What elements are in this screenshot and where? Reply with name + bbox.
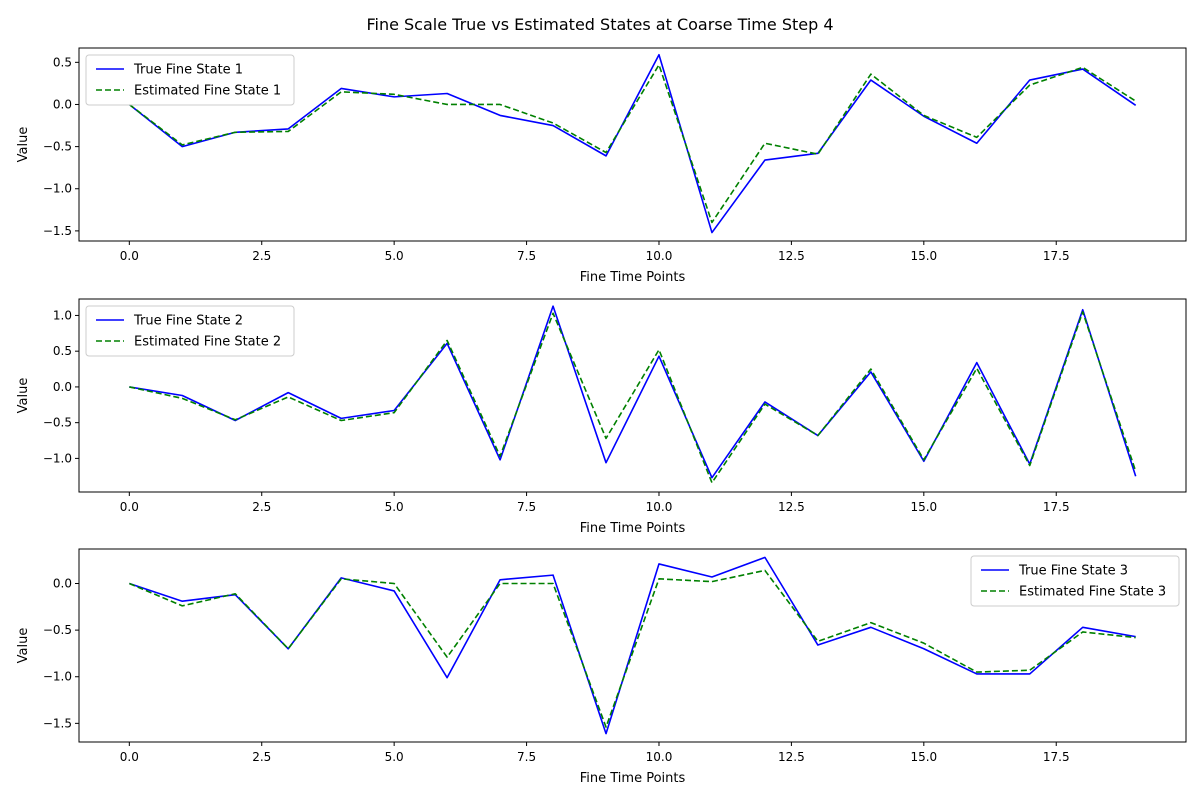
x-tick-label: 0.0 bbox=[120, 500, 139, 514]
legend-label: Estimated Fine State 1 bbox=[134, 84, 281, 99]
x-axis-label: Fine Time Points bbox=[580, 771, 686, 786]
y-axis-label: Value bbox=[16, 628, 31, 664]
subplot-3: 0.0 2.5 5.0 7.5 10.0 12.5 15.0 17.5 0.0 −0.5 −1.0 −… bbox=[16, 548, 1187, 786]
x-tick-label: 17.5 bbox=[1043, 249, 1070, 263]
figure-title: Fine Scale True vs Estimated States at C… bbox=[366, 15, 833, 34]
x-tick-label: 17.5 bbox=[1043, 500, 1070, 514]
x-tick-label: 12.5 bbox=[778, 750, 805, 764]
x-tick-label: 10.0 bbox=[646, 750, 673, 764]
y-tick-label: 0.0 bbox=[53, 97, 72, 111]
y-tick-label: 0.0 bbox=[53, 576, 72, 590]
legend-box bbox=[85, 54, 295, 106]
x-tick-label: 7.5 bbox=[517, 249, 536, 263]
y-tick-label: 0.0 bbox=[53, 380, 72, 394]
y-axis-label: Value bbox=[16, 127, 31, 163]
series-line-2-2 bbox=[129, 311, 1137, 484]
x-tick-label: 10.0 bbox=[646, 500, 673, 514]
x-tick-label: 15.0 bbox=[910, 249, 937, 263]
legend-box bbox=[970, 555, 1180, 607]
x-tick-label: 2.5 bbox=[252, 500, 271, 514]
legend-label: True Fine State 2 bbox=[133, 314, 243, 329]
x-tick-label: 12.5 bbox=[778, 249, 805, 263]
legend-label: True Fine State 3 bbox=[1018, 564, 1128, 579]
axes-frame bbox=[78, 298, 1187, 493]
y-tick-label: −1.0 bbox=[43, 451, 72, 465]
y-tick-label: 0.5 bbox=[53, 55, 72, 69]
legend: True Fine State 2 Estimated Fine State 2 bbox=[85, 305, 295, 357]
x-tick-label: 7.5 bbox=[517, 500, 536, 514]
axes-frame bbox=[78, 47, 1187, 242]
x-tick-label: 2.5 bbox=[252, 249, 271, 263]
legend-box bbox=[85, 305, 295, 357]
subplot-1: 0.0 2.5 5.0 7.5 10.0 12.5 15.0 17.5 0.5 0.0 −0.5 −1… bbox=[16, 47, 1187, 285]
y-tick-label: −0.5 bbox=[43, 140, 72, 154]
series-line-2-1 bbox=[129, 305, 1137, 479]
axes-frame bbox=[78, 548, 1187, 743]
x-tick-label: 10.0 bbox=[646, 249, 673, 263]
y-tick-label: −1.5 bbox=[43, 716, 72, 730]
legend: True Fine State 1 Estimated Fine State 1 bbox=[85, 54, 295, 106]
x-axis-label: Fine Time Points bbox=[580, 521, 686, 536]
y-axis-label: Value bbox=[16, 378, 31, 414]
series-line-1-2 bbox=[128, 64, 1137, 224]
y-tick-label: −1.5 bbox=[43, 224, 72, 238]
x-tick-label: 12.5 bbox=[778, 500, 805, 514]
x-tick-label: 5.0 bbox=[385, 750, 404, 764]
y-tick-label: −0.5 bbox=[43, 623, 72, 637]
legend-label: True Fine State 1 bbox=[133, 63, 243, 78]
y-tick-label: −1.0 bbox=[43, 182, 72, 196]
x-axis-label: Fine Time Points bbox=[580, 270, 686, 285]
subplot-2: 0.0 2.5 5.0 7.5 10.0 12.5 15.0 17.5 1.0 0.5 0.0 −0.… bbox=[16, 298, 1187, 536]
x-tick-label: 0.0 bbox=[120, 750, 139, 764]
x-tick-label: 15.0 bbox=[910, 750, 937, 764]
y-tick-label: 1.0 bbox=[53, 308, 72, 322]
subplots: 0.0 2.5 5.0 7.5 10.0 12.5 15.0 17.5 0.5 0.0 −0.5 −1… bbox=[16, 47, 1187, 786]
series-line-1-1 bbox=[128, 53, 1137, 234]
x-tick-label: 15.0 bbox=[910, 500, 937, 514]
y-tick-label: −0.5 bbox=[43, 416, 72, 430]
y-tick-label: −1.0 bbox=[43, 670, 72, 684]
x-tick-label: 17.5 bbox=[1043, 750, 1070, 764]
y-tick-label: 0.5 bbox=[53, 344, 72, 358]
x-tick-label: 5.0 bbox=[385, 249, 404, 263]
x-tick-label: 5.0 bbox=[385, 500, 404, 514]
x-tick-label: 2.5 bbox=[252, 750, 271, 764]
legend-label: Estimated Fine State 3 bbox=[1019, 585, 1166, 600]
x-tick-label: 7.5 bbox=[517, 750, 536, 764]
series-line-3-2 bbox=[129, 569, 1136, 728]
legend-label: Estimated Fine State 2 bbox=[134, 335, 281, 350]
legend: True Fine State 3 Estimated Fine State 3 bbox=[970, 555, 1180, 607]
x-tick-label: 0.0 bbox=[120, 249, 139, 263]
